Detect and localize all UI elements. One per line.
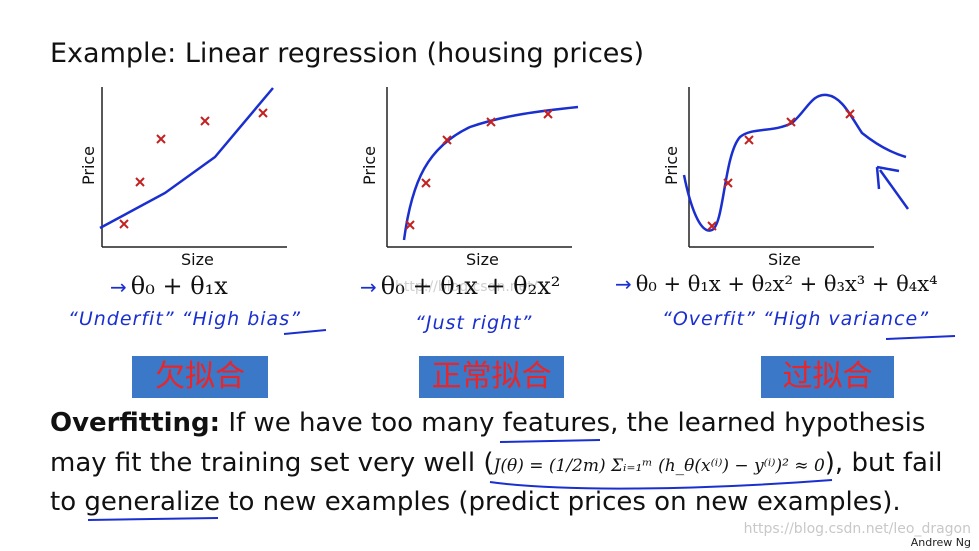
cost-function: J(θ) = (1/2m) Σᵢ₌₁ᵐ (h_θ(x⁽ⁱ⁾) − y⁽ⁱ⁾)² …	[493, 456, 825, 476]
plot-underfit-svg	[99, 87, 287, 248]
note-just-right: “Just right”	[415, 312, 533, 334]
fit-curve	[682, 93, 907, 232]
line3-text: to generalize to new examples (predict p…	[50, 487, 901, 517]
fit-curve	[99, 87, 274, 230]
annotation-arrow	[875, 165, 910, 210]
y-axis-label: Price	[79, 145, 98, 185]
arrow-icon: →	[615, 272, 632, 296]
watermark-mid: http://blog.csdn.net/	[395, 279, 538, 295]
overfitting-line-3: to generalize to new examples (predict p…	[50, 487, 901, 517]
label-underfit-zh: 欠拟合	[132, 356, 268, 398]
plot-just-right-svg	[386, 87, 579, 248]
formula-text: θ₀ + θ₁x	[130, 272, 228, 300]
line2-text-b: ), but fail	[824, 448, 943, 478]
data-points	[405, 109, 553, 230]
label-just-right-zh: 正常拟合	[419, 356, 564, 398]
formula-text: θ₀ + θ₁x + θ₂x²	[380, 272, 561, 300]
note-overfit: “Overfit” “High variance”	[662, 308, 930, 330]
watermark: https://blog.csdn.net/leo_dragon	[743, 521, 971, 537]
arrow-icon: →	[110, 275, 127, 299]
y-axis-label: Price	[662, 145, 681, 185]
data-points	[119, 108, 268, 229]
x-axis-label: Size	[181, 250, 214, 269]
line1-text: If we have too many features, the learne…	[220, 408, 926, 438]
overfitting-line-1: Overfitting: If we have too many feature…	[50, 408, 925, 438]
note-underfit: “Underfit” “High bias”	[68, 308, 301, 330]
x-axis-label: Size	[768, 250, 801, 269]
y-axis-label: Price	[360, 145, 379, 185]
overfitting-line-2: may fit the training set very well (J(θ)…	[50, 448, 942, 478]
line2-text-a: may fit the training set very well (	[50, 448, 494, 478]
fit-curve	[402, 105, 579, 241]
arrow-icon: →	[360, 275, 377, 299]
formula-text: θ₀ + θ₁x + θ₂x² + θ₃x³ + θ₄x⁴	[635, 272, 938, 296]
label-overfit-zh: 过拟合	[761, 356, 894, 398]
plot-overfit-svg	[682, 87, 910, 248]
overfitting-term: Overfitting:	[50, 408, 221, 438]
formula-underfit: → θ₀ + θ₁x	[110, 272, 228, 300]
author: Andrew Ng	[910, 536, 971, 549]
plot-overfit: Price Size	[662, 85, 922, 270]
plot-underfit: Price Size	[75, 85, 305, 270]
formula-overfit: → θ₀ + θ₁x + θ₂x² + θ₃x³ + θ₄x⁴	[615, 272, 938, 296]
formula-just-right: → θ₀ + θ₁x + θ₂x²	[360, 272, 560, 300]
x-axis-label: Size	[466, 250, 499, 269]
plot-just-right: Price Size	[360, 85, 590, 270]
slide-title: Example: Linear regression (housing pric…	[50, 38, 645, 69]
data-points	[707, 109, 855, 231]
